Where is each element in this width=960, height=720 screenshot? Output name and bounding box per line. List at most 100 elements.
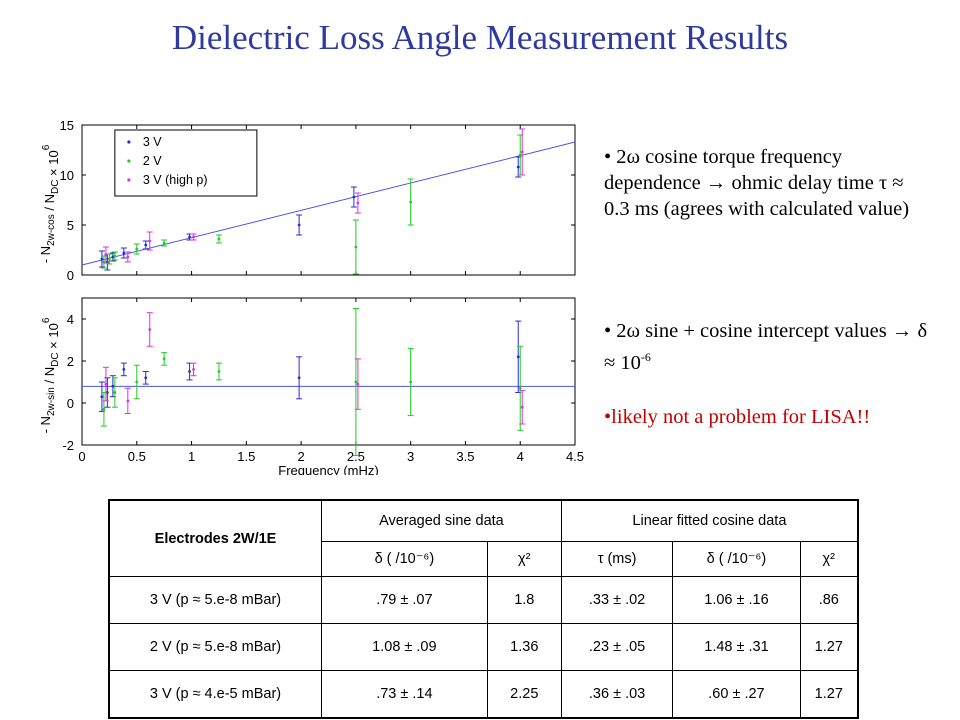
- data-point: [192, 368, 195, 371]
- data-point: [144, 243, 148, 247]
- data-point: [352, 195, 356, 199]
- row-label: 2 V (p ≈ 5.e-8 mBar): [108, 623, 322, 671]
- x-tick-label: 0.5: [128, 449, 146, 464]
- bullet-lisa: •likely not a problem for LISA!!: [604, 406, 871, 428]
- data-point: [297, 376, 301, 380]
- x-tick-label: 3: [407, 449, 414, 464]
- data-point: [126, 255, 130, 259]
- legend-marker: [127, 178, 131, 182]
- table-cell: 1.06 ± .16: [672, 576, 801, 624]
- y-tick-label: 2: [67, 354, 74, 369]
- y-axis-label-part: 6: [41, 317, 52, 323]
- data-point: [297, 223, 301, 227]
- data-point: [122, 368, 126, 371]
- bullet-intercept-exponent: -6: [640, 350, 651, 364]
- y-axis-label-part: - N: [38, 246, 53, 263]
- data-point: [135, 247, 139, 251]
- data-point: [107, 257, 111, 261]
- table-row: 3 V (p ≈ 4.e-5 mBar) .73 ± .14 2.25 .36 …: [108, 670, 859, 719]
- x-tick-label: 2.5: [347, 449, 365, 464]
- data-point: [111, 384, 115, 388]
- data-point: [217, 370, 221, 373]
- row-label: 3 V (p ≈ 5.e-8 mBar): [108, 576, 322, 624]
- subheader-tau: τ (ms): [560, 541, 674, 577]
- y-axis-label-part: 6: [41, 144, 52, 150]
- x-tick-label: 1.5: [237, 449, 255, 464]
- data-point: [135, 380, 139, 384]
- data-point: [518, 386, 522, 390]
- table-header-row: Electrodes 2W/1E Averaged sine data Line…: [108, 499, 859, 577]
- data-point: [354, 380, 358, 384]
- y-tick-label: -2: [62, 438, 74, 453]
- electrodes-header: Electrodes 2W/1E: [108, 499, 322, 577]
- table-cell: 1.27: [799, 623, 859, 671]
- data-point: [113, 254, 117, 258]
- data-point: [122, 251, 126, 255]
- data-point: [217, 237, 221, 241]
- data-point: [148, 239, 152, 243]
- y-axis-label: - N2w-cos / NDC × 106: [38, 144, 61, 263]
- data-point: [409, 200, 413, 204]
- data-point: [518, 153, 522, 157]
- y-axis-label-part: × 10: [46, 150, 61, 179]
- subheader-chi2-sine: χ²: [486, 541, 562, 577]
- slide-title: Dielectric Loss Angle Measurement Result…: [171, 18, 789, 57]
- table-cell: .86: [799, 576, 859, 624]
- y-tick-label: 0: [67, 396, 74, 411]
- y-axis-label-part: / N: [42, 194, 57, 214]
- table-cell: 1.36: [486, 623, 562, 671]
- data-point: [409, 380, 413, 384]
- legend-label: 2 V: [143, 154, 162, 168]
- y-axis-label-part: / N: [42, 367, 57, 387]
- data-point: [188, 235, 191, 239]
- table-cell: .79 ± .07: [321, 576, 488, 624]
- y-axis-label-part: 2w-cos: [46, 214, 57, 246]
- data-point: [516, 355, 520, 359]
- table-cell: 1.08 ± .09: [321, 623, 488, 671]
- subheader-delta-sine: δ ( /10⁻⁶): [321, 541, 488, 577]
- y-tick-label: 15: [60, 118, 74, 133]
- data-point: [162, 241, 166, 245]
- data-point: [162, 357, 166, 361]
- table-row: 2 V (p ≈ 5.e-8 mBar) 1.08 ± .09 1.36 .23…: [108, 623, 859, 671]
- table-cell: .36 ± .03: [560, 670, 674, 719]
- x-tick-label: 2: [297, 449, 304, 464]
- bullet-cosine-torque: • 2ω cosine torque frequency dependence …: [604, 146, 910, 220]
- data-point: [102, 407, 106, 411]
- y-axis-label-part: DC: [50, 352, 61, 366]
- table-cell: 1.48 ± .31: [672, 623, 801, 671]
- table-cell: .73 ± .14: [321, 670, 488, 719]
- y-tick-label: 10: [60, 168, 74, 183]
- data-point: [356, 201, 360, 205]
- data-point: [100, 257, 104, 261]
- legend-marker: [127, 140, 131, 144]
- data-point: [192, 235, 195, 239]
- y-axis-label: - N2w-sin / NDC × 106: [38, 317, 61, 433]
- y-axis-label-part: DC: [50, 180, 61, 194]
- y-tick-label: 0: [67, 268, 74, 283]
- data-point: [100, 395, 104, 399]
- x-tick-label: 3.5: [456, 449, 474, 464]
- x-tick-label: 4: [517, 449, 524, 464]
- plot-frame: [81, 297, 576, 446]
- data-point: [144, 376, 148, 380]
- data-point: [520, 405, 524, 409]
- y-tick-label: 5: [67, 218, 74, 233]
- y-axis-label-part: × 10: [46, 323, 61, 352]
- table-subheader-row: δ ( /10⁻⁶) χ² τ (ms) δ ( /10⁻⁶) χ²: [109, 541, 859, 577]
- data-point: [354, 245, 358, 249]
- x-tick-label: 4.5: [566, 449, 584, 464]
- data-point: [104, 253, 108, 257]
- row-label: 3 V (p ≈ 4.e-5 mBar): [108, 670, 322, 719]
- bullet-intercept: • 2ω sine + cosine intercept values → δ …: [604, 318, 934, 376]
- table-cell: 1.8: [486, 576, 562, 624]
- table-cell: .33 ± .02: [560, 576, 674, 624]
- table-cell: 2.25: [486, 670, 562, 719]
- subheader-delta-cos: δ ( /10⁻⁶): [672, 541, 801, 577]
- legend-marker: [127, 159, 131, 163]
- table-cell: 1.27: [799, 670, 859, 719]
- data-point: [148, 328, 152, 331]
- y-tick-label: 4: [67, 312, 74, 327]
- sine-group-header: Averaged sine data: [321, 499, 562, 542]
